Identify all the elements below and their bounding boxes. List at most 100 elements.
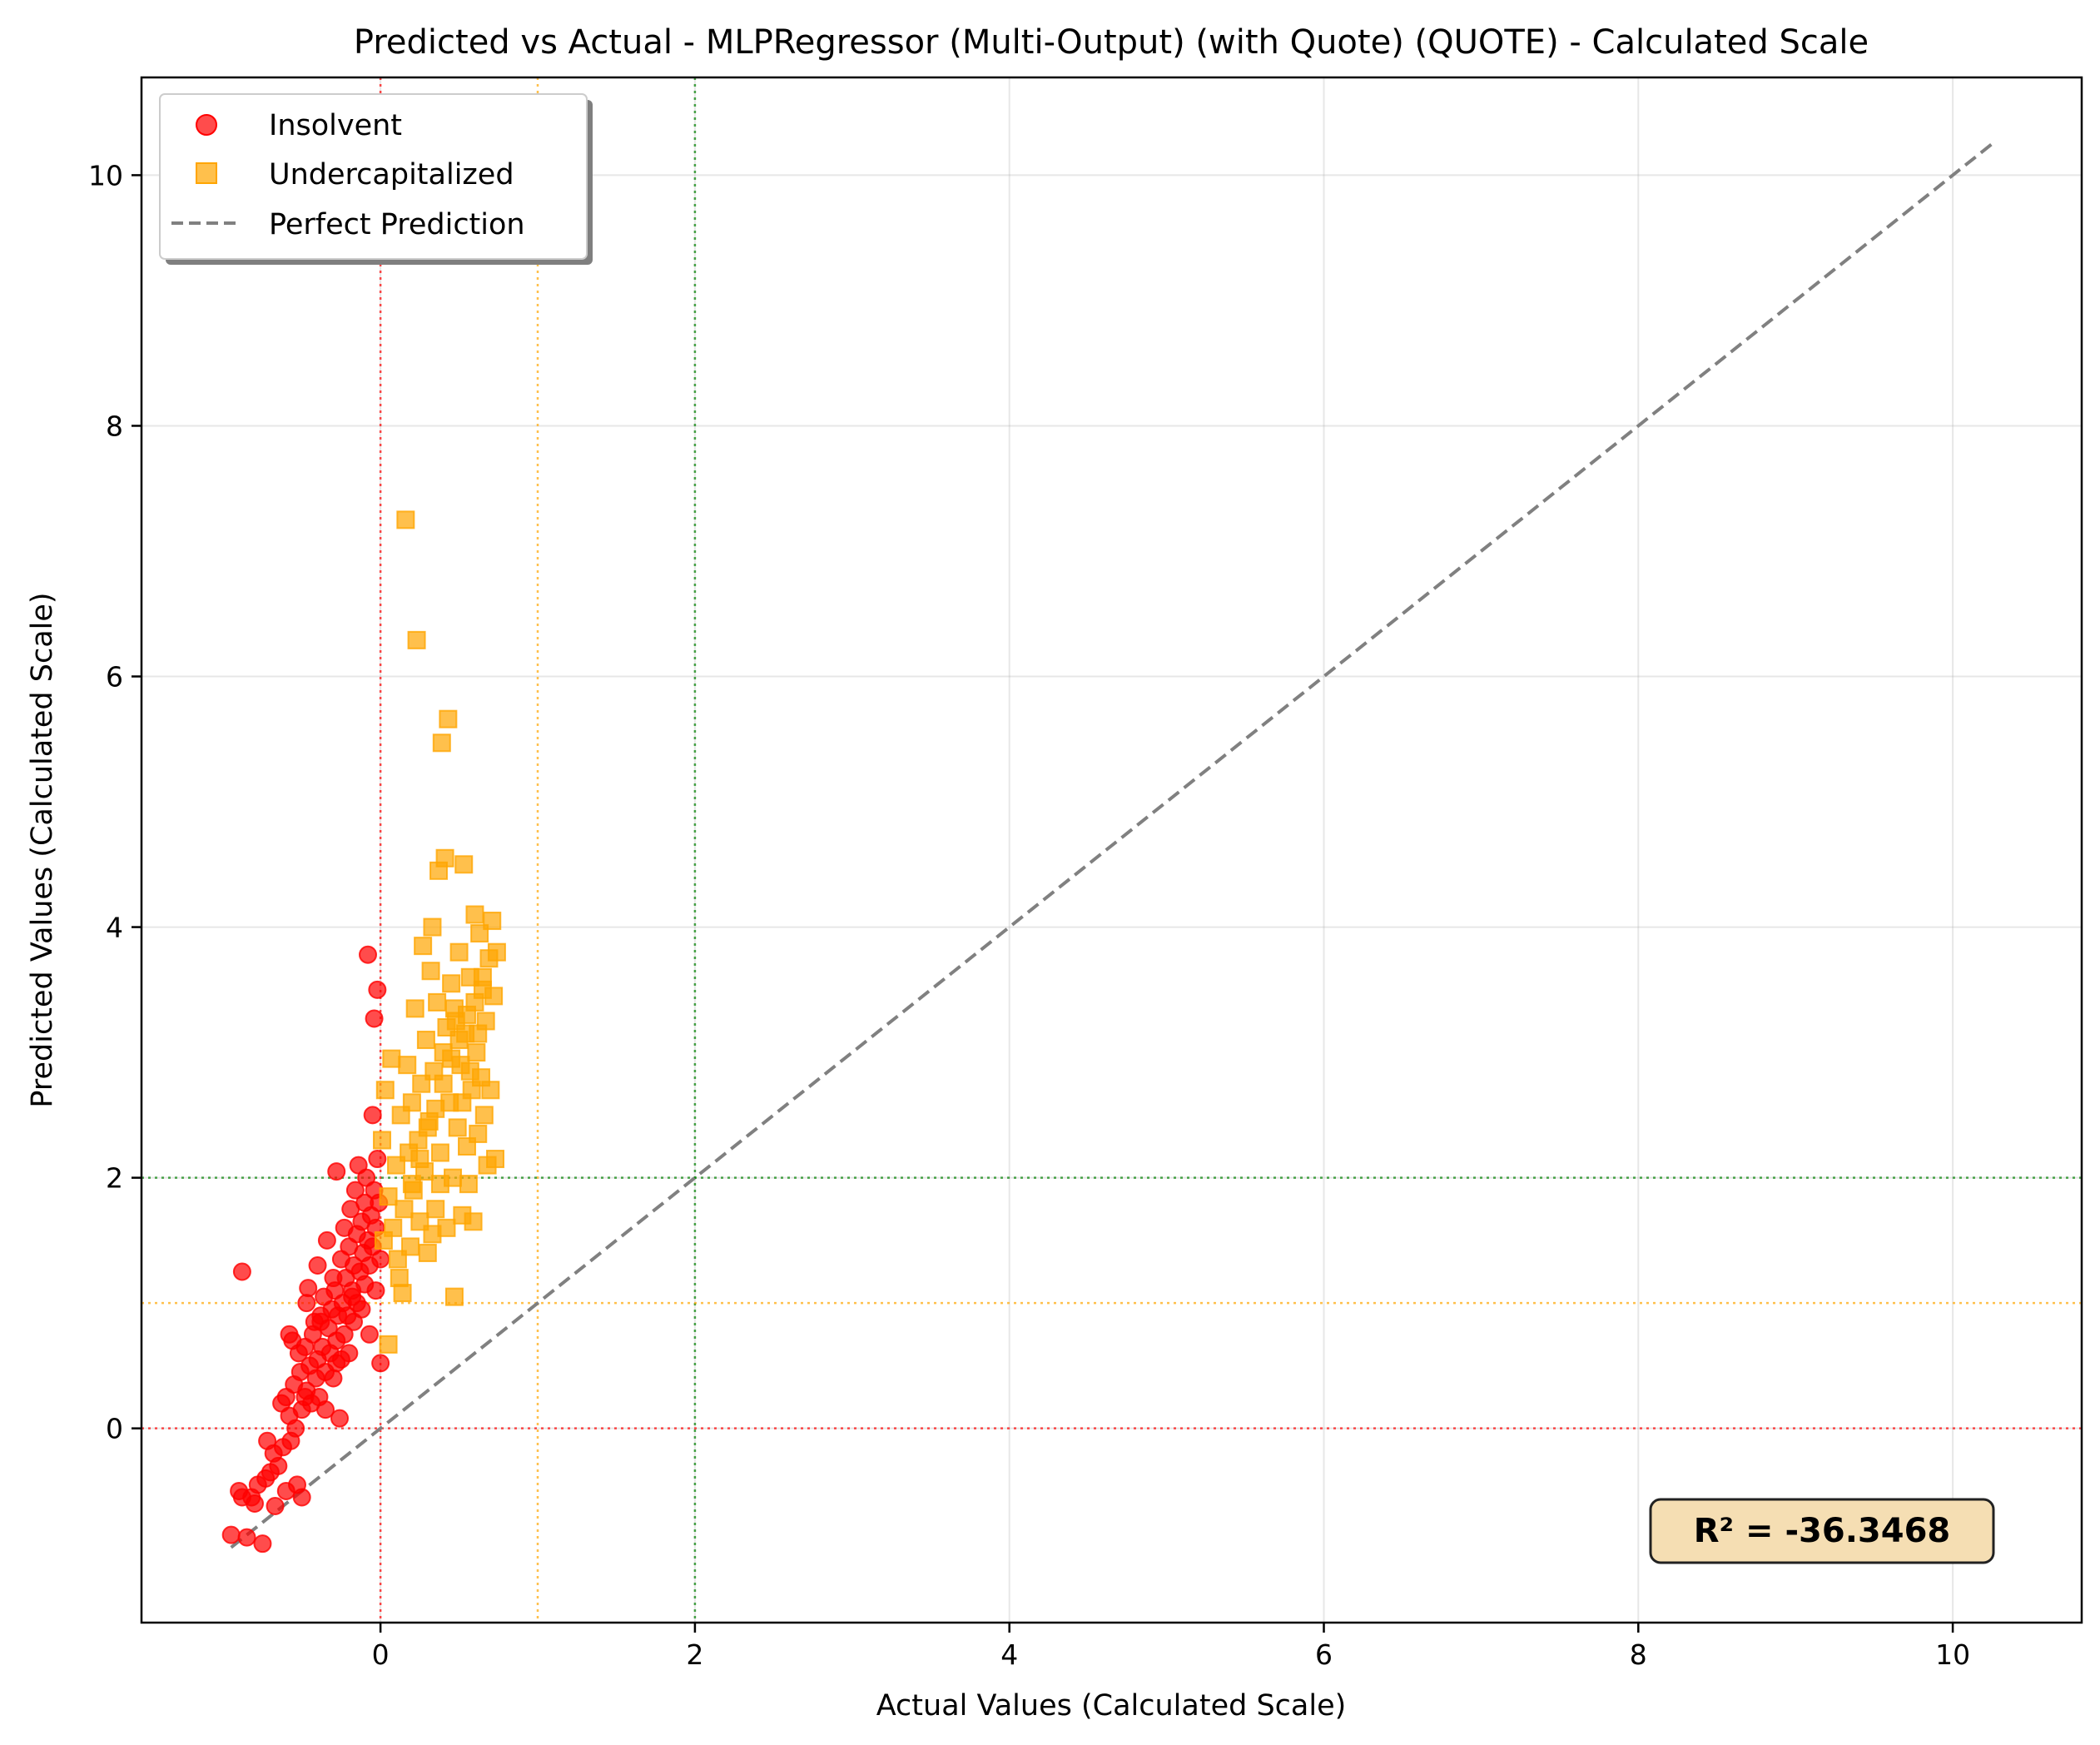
point-undercapitalized [395,1200,414,1219]
x-tick-label: 0 [372,1638,390,1671]
y-tick-label: 0 [106,1413,123,1445]
point-insolvent [368,1150,387,1169]
point-insolvent [246,1494,265,1513]
perfect-prediction-line [230,142,1993,1549]
point-undercapitalized [484,987,504,1006]
point-undercapitalized [410,1150,429,1169]
point-undercapitalized [390,1269,409,1288]
point-undercapitalized [435,848,454,868]
point-undercapitalized [418,1118,437,1137]
point-undercapitalized [384,1218,403,1237]
x-axis-label: Actual Values (Calculated Scale) [876,1689,1347,1723]
scatter-points [221,510,506,1554]
point-undercapitalized [474,1106,494,1125]
point-insolvent [292,1488,311,1507]
point-insolvent [221,1525,241,1544]
point-undercapitalized [444,999,464,1018]
point-undercapitalized [375,1081,395,1100]
point-undercapitalized [418,1243,437,1262]
point-undercapitalized [437,1017,456,1037]
point-undercapitalized [426,1200,445,1219]
point-insolvent [345,1181,365,1200]
perfect-prediction-diagonal [230,142,1993,1549]
point-insolvent [330,1409,350,1428]
point-insolvent [237,1528,256,1547]
point-insolvent [297,1294,316,1313]
point-undercapitalized [444,1287,464,1306]
plot-area [141,77,2082,1623]
point-undercapitalized [469,1124,488,1143]
point-insolvent [368,980,387,999]
point-undercapitalized [439,709,458,728]
point-insolvent [308,1255,327,1275]
point-undercapitalized [414,937,433,956]
y-axis-ticks: 0 2 4 6 8 10 [88,159,141,1445]
point-undercapitalized [423,917,442,937]
point-undercapitalized [382,1049,401,1068]
x-tick-label: 2 [686,1638,703,1671]
r2-annotation-box [1649,1498,1995,1564]
point-insolvent [316,1400,335,1419]
plot-frame [140,76,2083,1624]
point-undercapitalized [423,1225,442,1244]
legend-box [159,93,588,260]
point-undercapitalized [465,992,484,1012]
point-undercapitalized [428,992,447,1012]
point-insolvent [324,1369,343,1388]
point-insolvent [343,1287,362,1306]
point-insolvent [327,1354,346,1373]
r2-annotation: R² = -36.3468 [1649,1498,1995,1564]
point-undercapitalized [396,510,415,529]
legend: Insolvent Undercapitalized Perfect Predi… [159,93,593,265]
point-undercapitalized [416,1031,435,1050]
point-insolvent [366,1281,385,1300]
point-insolvent [266,1497,285,1516]
point-insolvent [360,1325,379,1344]
y-tick-label: 8 [106,410,123,442]
point-undercapitalized [430,1143,449,1162]
point-undercapitalized [460,1061,479,1081]
point-insolvent [311,1312,330,1331]
point-undercapitalized [393,1284,412,1303]
point-undercapitalized [401,1237,420,1256]
point-undercapitalized [467,1043,486,1062]
point-insolvent [371,1354,390,1373]
point-undercapitalized [432,733,451,753]
point-undercapitalized [487,942,506,962]
point-undercapitalized [442,974,461,993]
point-undercapitalized [464,1212,483,1231]
r2-annotation-text: R² = -36.3468 [1694,1512,1950,1550]
point-undercapitalized [398,1056,417,1075]
point-undercapitalized [465,905,484,924]
point-undercapitalized [442,1049,461,1068]
point-undercapitalized [469,1024,488,1043]
legend-marker-insolvent [196,114,217,136]
point-insolvent [317,1230,336,1250]
legend-label-undercapitalized: Undercapitalized [269,158,514,191]
y-axis-label: Predicted Values (Calculated Scale) [26,592,59,1107]
y-tick-label: 2 [106,1162,123,1195]
x-tick-label: 10 [1935,1638,1970,1671]
point-undercapitalized [448,1118,467,1137]
legend-label-insolvent: Insolvent [269,109,402,142]
point-undercapitalized [453,1093,472,1112]
point-undercapitalized [379,1335,398,1354]
point-undercapitalized [426,1099,445,1118]
point-undercapitalized [486,1150,505,1169]
point-undercapitalized [373,1131,392,1150]
point-insolvent [359,945,378,964]
point-insolvent [371,1250,390,1269]
point-undercapitalized [421,962,440,981]
point-undercapitalized [449,942,469,962]
point-insolvent [286,1419,305,1438]
point-insolvent [299,1279,318,1298]
point-insolvent [269,1456,288,1475]
point-insolvent [363,1106,382,1125]
point-insolvent [295,1388,315,1407]
point-insolvent [232,1262,251,1281]
point-undercapitalized [402,1093,421,1112]
y-tick-label: 4 [106,912,123,944]
point-undercapitalized [405,999,424,1018]
x-tick-label: 4 [1000,1638,1018,1671]
legend-label-perfect-prediction: Perfect Prediction [269,208,525,241]
